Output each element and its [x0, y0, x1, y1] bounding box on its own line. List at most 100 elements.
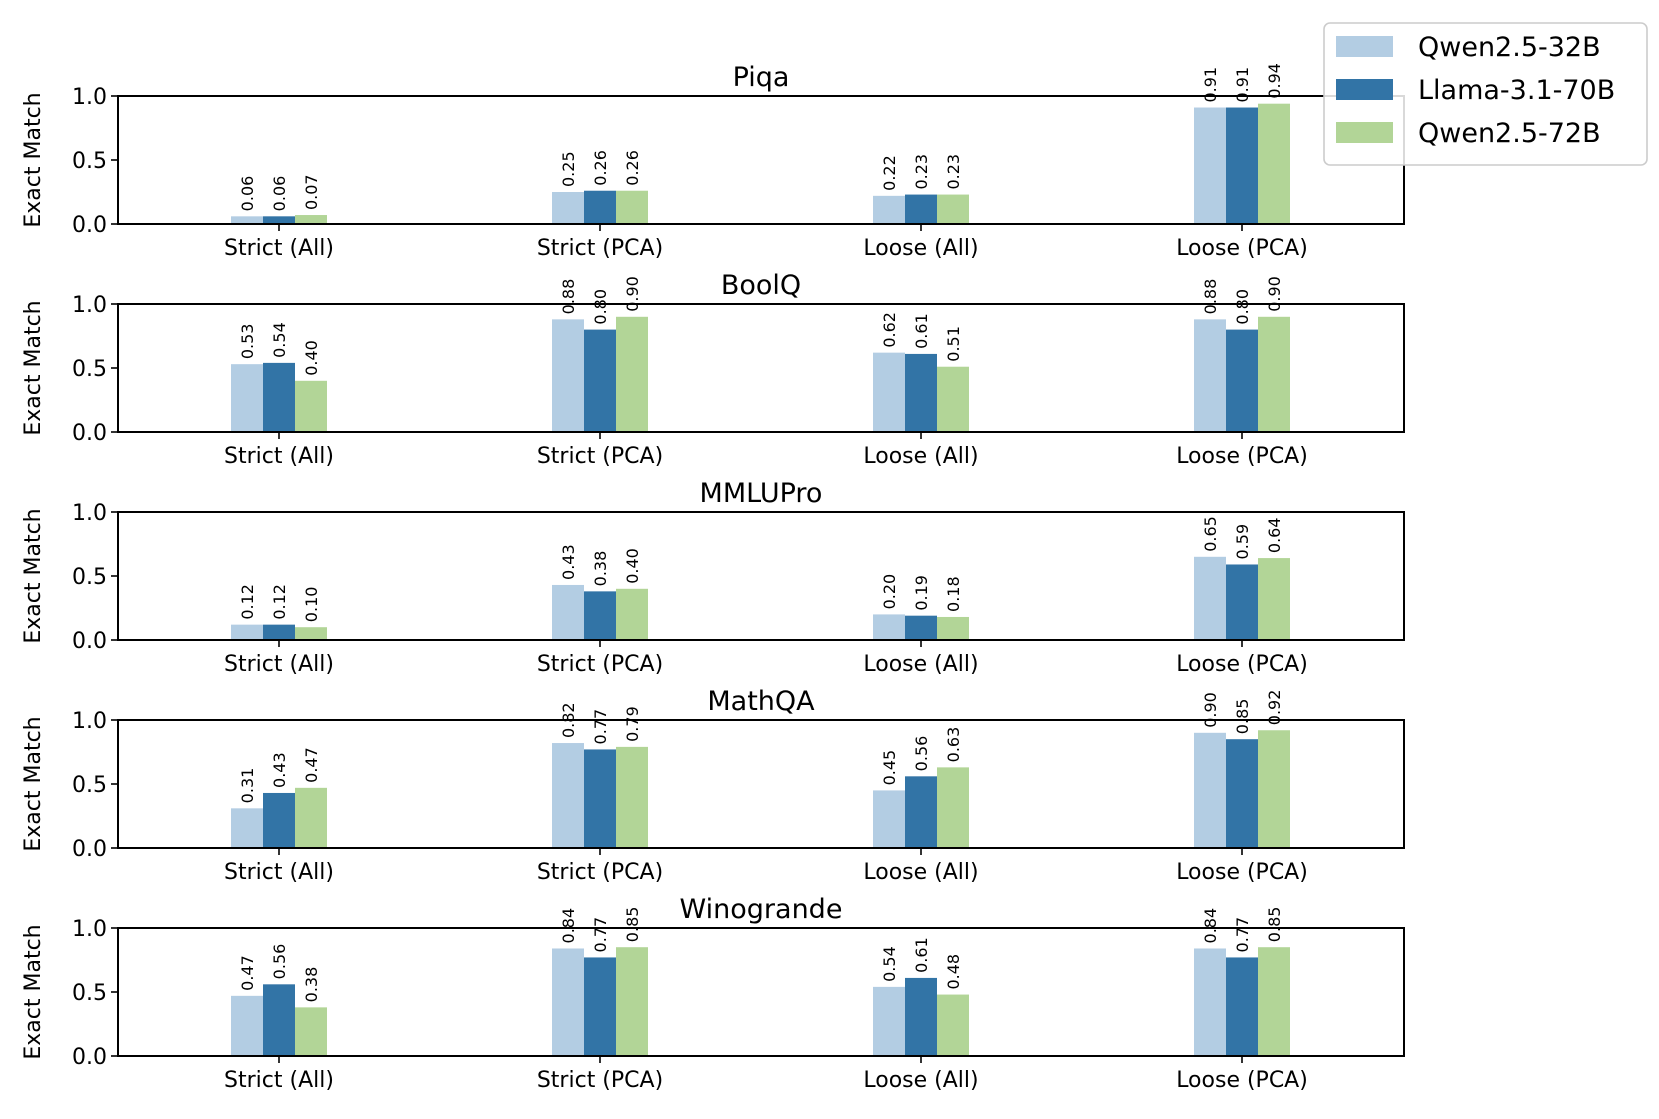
value-label: 0.77	[1233, 917, 1252, 953]
value-label: 0.25	[559, 151, 578, 187]
value-label: 0.12	[270, 584, 289, 620]
y-tick-label: 0.5	[72, 981, 107, 1006]
y-tick-label: 0.0	[72, 421, 107, 446]
y-axis-label: Exact Match	[21, 924, 46, 1059]
value-label: 0.40	[302, 340, 321, 376]
y-tick-label: 0.0	[72, 213, 107, 238]
bar	[295, 787, 327, 848]
bar	[231, 364, 263, 432]
bar	[263, 362, 295, 432]
value-label: 0.56	[912, 736, 931, 772]
x-tick-label: Strict (All)	[224, 652, 334, 677]
value-label: 0.18	[944, 576, 963, 612]
value-label: 0.90	[623, 276, 642, 312]
value-label: 0.90	[1265, 276, 1284, 312]
value-label: 0.12	[238, 584, 257, 620]
bar	[231, 624, 263, 640]
value-label: 0.20	[880, 574, 899, 610]
bar	[552, 319, 584, 432]
x-tick-label: Strict (PCA)	[537, 652, 663, 677]
bar	[263, 984, 295, 1056]
bar	[1194, 732, 1226, 848]
bar	[1258, 947, 1290, 1056]
value-label: 0.40	[623, 548, 642, 584]
value-label: 0.91	[1233, 67, 1252, 103]
bar	[616, 190, 648, 224]
bar	[263, 216, 295, 224]
x-tick-label: Strict (All)	[224, 1068, 334, 1093]
value-label: 0.23	[912, 154, 931, 190]
bar	[231, 216, 263, 224]
bar	[584, 749, 616, 848]
y-tick-label: 1.0	[72, 293, 107, 318]
value-label: 0.45	[880, 750, 899, 786]
bar	[616, 316, 648, 432]
bar	[1258, 730, 1290, 848]
panel-boolq: 0.53 0.88 0.62 0.88 0.54 0.80 0.61 0.80 0.40 0.90…	[21, 270, 1405, 469]
bar	[295, 215, 327, 224]
bar	[584, 329, 616, 432]
legend-label: Qwen2.5-72B	[1418, 118, 1601, 149]
value-label: 0.61	[912, 313, 931, 349]
value-label: 0.90	[1201, 692, 1220, 728]
panel-title: Piqa	[733, 62, 790, 93]
x-tick-label: Loose (All)	[863, 652, 978, 677]
y-tick-label: 0.5	[72, 357, 107, 382]
y-axis-label: Exact Match	[21, 92, 46, 227]
value-label: 0.26	[623, 150, 642, 186]
value-label: 0.47	[238, 955, 257, 991]
bar	[873, 195, 905, 224]
legend-swatch	[1336, 79, 1393, 100]
value-label: 0.43	[559, 544, 578, 580]
value-label: 0.10	[302, 587, 321, 623]
value-label: 0.54	[880, 946, 899, 982]
panel-mmlupro: 0.12 0.43 0.20 0.65 0.12 0.38 0.19 0.59 0.10 0.40…	[21, 478, 1405, 677]
value-label: 0.43	[270, 752, 289, 788]
y-tick-label: 1.0	[72, 501, 107, 526]
bar	[1194, 948, 1226, 1056]
legend-swatch	[1336, 36, 1393, 57]
y-tick-label: 1.0	[72, 85, 107, 110]
value-label: 0.77	[591, 917, 610, 953]
value-label: 0.61	[912, 937, 931, 973]
y-tick-label: 0.0	[72, 1045, 107, 1070]
value-label: 0.88	[1201, 279, 1220, 315]
bar	[937, 194, 969, 224]
panel-title: MMLUPro	[700, 478, 823, 509]
panel-winogrande: 0.47 0.84 0.54 0.84 0.56 0.77 0.61 0.77 0.38 0.85…	[21, 894, 1405, 1093]
value-label: 0.06	[270, 176, 289, 212]
bar	[616, 746, 648, 848]
bar	[1258, 558, 1290, 640]
value-label: 0.84	[1201, 908, 1220, 944]
legend-box	[1323, 22, 1648, 166]
value-label: 0.79	[623, 706, 642, 742]
value-label: 0.85	[1265, 907, 1284, 943]
value-label: 0.53	[238, 324, 257, 360]
value-label: 0.80	[1233, 289, 1252, 325]
value-label: 0.94	[1265, 63, 1284, 99]
bar	[1194, 556, 1226, 640]
value-label: 0.51	[944, 326, 963, 362]
x-tick-label: Strict (All)	[224, 236, 334, 261]
value-label: 0.64	[1265, 517, 1284, 553]
x-tick-label: Loose (All)	[863, 1068, 978, 1093]
y-tick-label: 0.5	[72, 773, 107, 798]
bar	[1226, 329, 1258, 432]
y-tick-label: 0.5	[72, 149, 107, 174]
value-label: 0.22	[880, 155, 899, 191]
value-label: 0.80	[591, 289, 610, 325]
bar	[616, 588, 648, 640]
value-label: 0.85	[623, 907, 642, 943]
bar	[552, 584, 584, 640]
y-tick-label: 1.0	[72, 709, 107, 734]
value-label: 0.65	[1201, 516, 1220, 552]
value-label: 0.92	[1265, 690, 1284, 726]
bar	[1194, 107, 1226, 224]
value-label: 0.48	[944, 954, 963, 990]
y-tick-label: 0.0	[72, 629, 107, 654]
y-tick-label: 0.0	[72, 837, 107, 862]
bar	[231, 808, 263, 848]
x-tick-label: Loose (PCA)	[1176, 444, 1308, 469]
value-label: 0.19	[912, 575, 931, 611]
y-tick-label: 0.5	[72, 565, 107, 590]
